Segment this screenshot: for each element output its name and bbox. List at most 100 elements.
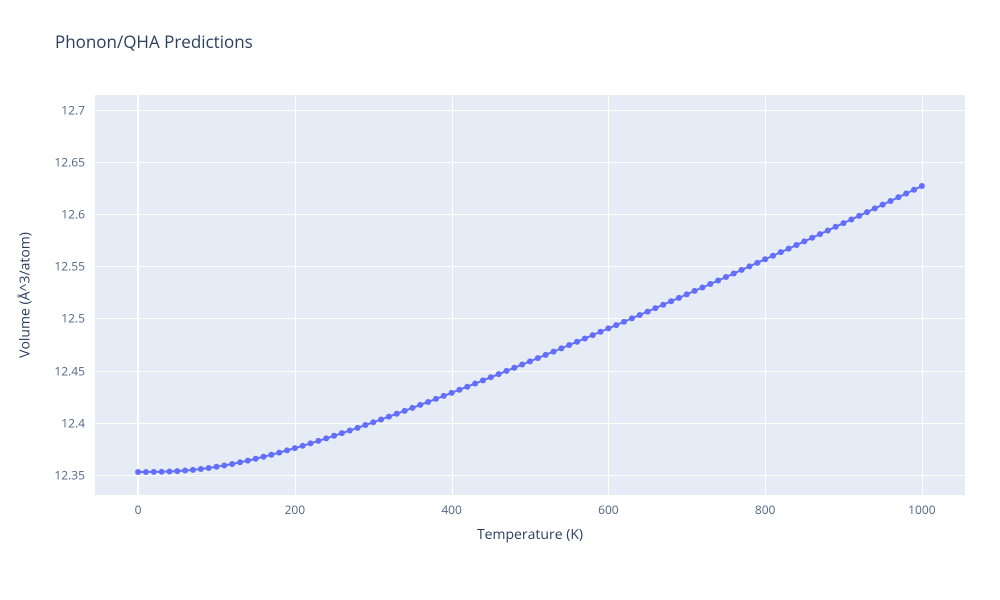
x-tick-label: 800 [755, 501, 776, 518]
series-marker [323, 435, 329, 441]
series-marker [543, 352, 549, 358]
series-marker [221, 462, 227, 468]
y-tick-label: 12.7 [47, 101, 85, 118]
series-marker [527, 358, 533, 364]
series-marker [284, 447, 290, 453]
series-marker [692, 288, 698, 294]
series-marker [668, 298, 674, 304]
series-marker [723, 274, 729, 280]
series-marker [660, 302, 666, 308]
series-marker [355, 425, 361, 431]
y-tick-label: 12.6 [47, 206, 85, 223]
series-marker [151, 469, 157, 475]
series-marker [833, 224, 839, 230]
series-marker [582, 335, 588, 341]
data-series [95, 95, 965, 495]
series-marker [637, 312, 643, 318]
series-marker [739, 267, 745, 273]
y-tick-label: 12.5 [47, 310, 85, 327]
series-marker [402, 408, 408, 414]
series-marker [433, 396, 439, 402]
series-marker [464, 384, 470, 390]
series-marker [190, 467, 196, 473]
series-marker [590, 332, 596, 338]
series-marker [864, 209, 870, 215]
x-tick-label: 600 [598, 501, 619, 518]
series-marker [378, 416, 384, 422]
series-marker [315, 438, 321, 444]
series-marker [770, 253, 776, 259]
series-line [138, 186, 922, 472]
series-marker [362, 422, 368, 428]
series-marker [159, 469, 165, 475]
series-marker [480, 377, 486, 383]
series-marker [206, 465, 212, 471]
series-marker [456, 387, 462, 393]
series-marker [496, 371, 502, 377]
series-marker [817, 231, 823, 237]
y-tick-label: 12.45 [47, 362, 85, 379]
series-marker [308, 440, 314, 446]
series-marker [519, 362, 525, 368]
series-marker [629, 315, 635, 321]
series-marker [237, 459, 243, 465]
series-marker [746, 263, 752, 269]
series-marker [919, 183, 925, 189]
y-tick-label: 12.55 [47, 258, 85, 275]
series-marker [370, 419, 376, 425]
y-tick-label: 12.35 [47, 467, 85, 484]
x-tick-label: 0 [135, 501, 142, 518]
series-marker [276, 450, 282, 456]
series-marker [488, 374, 494, 380]
series-marker [425, 399, 431, 405]
series-marker [551, 349, 557, 355]
series-marker [621, 319, 627, 325]
series-marker [888, 198, 894, 204]
series-marker [715, 277, 721, 283]
series-marker [331, 433, 337, 439]
series-marker [503, 368, 509, 374]
series-marker [825, 227, 831, 233]
x-tick-label: 200 [285, 501, 306, 518]
series-marker [762, 256, 768, 262]
series-marker [449, 390, 455, 396]
series-marker [598, 329, 604, 335]
series-marker [613, 322, 619, 328]
series-marker [441, 393, 447, 399]
series-marker [605, 325, 611, 331]
x-tick-label: 400 [441, 501, 462, 518]
series-marker [652, 305, 658, 311]
series-marker [848, 216, 854, 222]
series-marker [292, 445, 298, 451]
series-marker [793, 242, 799, 248]
series-marker [786, 246, 792, 252]
series-marker [872, 205, 878, 211]
series-marker [731, 270, 737, 276]
series-marker [511, 365, 517, 371]
series-marker [754, 260, 760, 266]
series-marker [213, 464, 219, 470]
series-marker [699, 284, 705, 290]
series-marker [174, 468, 180, 474]
series-marker [135, 469, 141, 475]
series-marker [809, 235, 815, 241]
series-marker [409, 405, 415, 411]
series-marker [182, 468, 188, 474]
series-marker [394, 411, 400, 417]
series-marker [856, 213, 862, 219]
series-marker [300, 443, 306, 449]
series-marker [347, 428, 353, 434]
series-marker [707, 281, 713, 287]
y-tick-label: 12.4 [47, 414, 85, 431]
series-marker [253, 456, 259, 462]
series-marker [143, 469, 149, 475]
series-marker [198, 466, 204, 472]
series-marker [166, 469, 172, 475]
series-marker [268, 452, 274, 458]
series-marker [386, 414, 392, 420]
x-axis-title: Temperature (K) [477, 525, 583, 544]
plot-area [95, 95, 965, 495]
series-marker [903, 190, 909, 196]
series-marker [911, 187, 917, 193]
series-marker [841, 220, 847, 226]
